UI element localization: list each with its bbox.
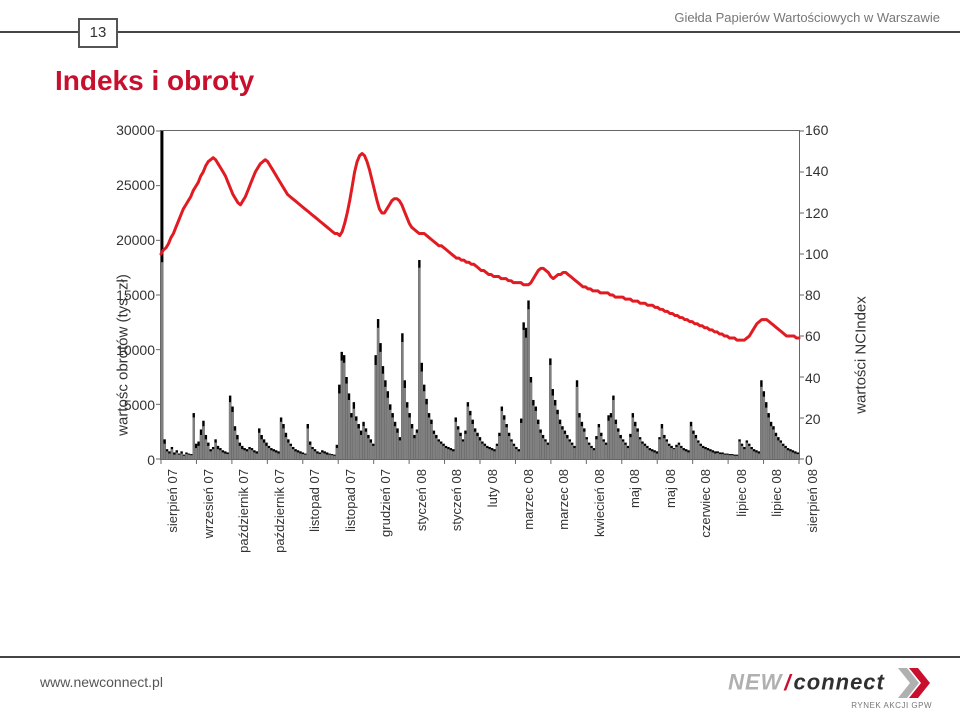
x-tick-label: październik 07 — [272, 469, 287, 579]
y-tick-right: 100 — [805, 246, 855, 262]
x-tick-label: luty 08 — [485, 469, 500, 579]
y-tick-left: 0 — [105, 452, 155, 468]
header-org-text: Giełda Papierów Wartościowych w Warszawi… — [674, 10, 940, 25]
y-tick-right: 40 — [805, 370, 855, 386]
y-tick-right: 140 — [805, 163, 855, 179]
plot-area — [160, 130, 800, 460]
footer-url: www.newconnect.pl — [40, 674, 163, 690]
logo-chevron-icon — [898, 668, 932, 703]
x-tick-label: listopad 07 — [307, 469, 322, 579]
newconnect-logo: NEW/connect RYNEK AKCJI GPW — [728, 668, 932, 710]
x-ticks: sierpień 07 wrzesień 07 październik 07 paźd… — [160, 465, 800, 585]
logo-right: connect — [794, 670, 885, 695]
x-tick-label: grudzień 07 — [378, 469, 393, 579]
y-tick-right: 60 — [805, 328, 855, 344]
x-tick-label: kwiecień 08 — [592, 469, 607, 579]
y-tick-right: 0 — [805, 452, 855, 468]
x-tick-label: styczeń 08 — [449, 469, 464, 579]
x-tick-label: czerwiec 08 — [698, 469, 713, 579]
y-ticks-left: 050001000015000200002500030000 — [105, 130, 155, 460]
x-tick-label: maj 08 — [627, 469, 642, 579]
y-tick-left: 5000 — [105, 397, 155, 413]
chart-area: wartośc obrotów (tys. zł) wartości NCInd… — [50, 120, 910, 590]
y-tick-left: 20000 — [105, 232, 155, 248]
x-tick-label: listopad 07 — [343, 469, 358, 579]
y-tick-right: 20 — [805, 411, 855, 427]
x-tick-label: październik 07 — [236, 469, 251, 579]
logo-left: NEW — [728, 670, 782, 695]
y-tick-right: 160 — [805, 122, 855, 138]
page-title: Indeks i obroty — [55, 65, 254, 97]
y-axis-label-right: wartości NCIndex — [853, 296, 870, 414]
y-ticks-right: 020406080100120140160 — [805, 130, 855, 460]
x-tick-label: marzec 08 — [521, 469, 536, 579]
x-tick-label: sierpień 07 — [165, 469, 180, 579]
y-tick-left: 15000 — [105, 287, 155, 303]
x-tick-label: lipiec 08 — [769, 469, 784, 579]
y-tick-left: 30000 — [105, 122, 155, 138]
logo-slash-icon: / — [782, 670, 793, 695]
footer-rule — [0, 656, 960, 658]
y-tick-right: 120 — [805, 205, 855, 221]
y-tick-left: 10000 — [105, 342, 155, 358]
x-tick-label: wrzesień 07 — [201, 469, 216, 579]
y-tick-left: 25000 — [105, 177, 155, 193]
x-tick-label: maj 08 — [663, 469, 678, 579]
logo-subtitle: RYNEK AKCJI GPW — [728, 701, 932, 710]
top-rule — [0, 31, 960, 33]
x-tick-label: lipiec 08 — [734, 469, 749, 579]
y-tick-right: 80 — [805, 287, 855, 303]
page-number-box: 13 — [78, 18, 118, 48]
x-tick-label: marzec 08 — [556, 469, 571, 579]
chart-svg — [161, 131, 799, 459]
x-tick-label: styczeń 08 — [414, 469, 429, 579]
x-tick-label: sierpień 08 — [805, 469, 820, 579]
